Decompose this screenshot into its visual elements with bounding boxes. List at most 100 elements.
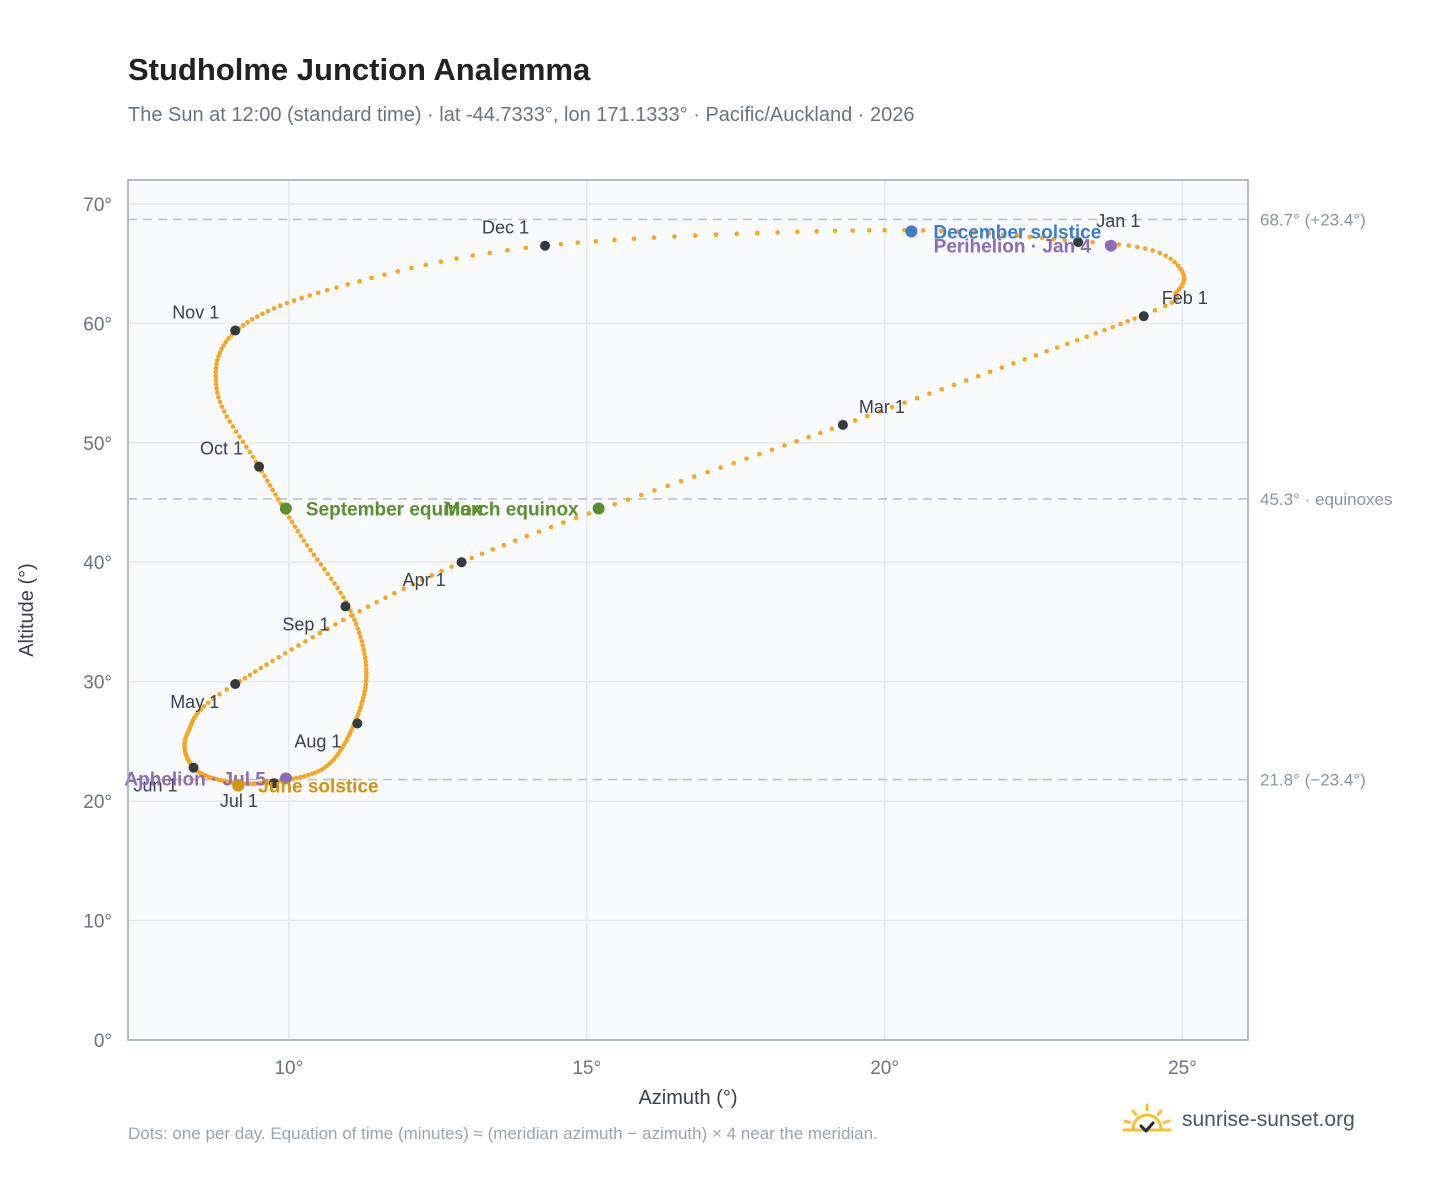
- daily-dot: [350, 612, 355, 618]
- event-label: March equinox: [445, 499, 580, 520]
- daily-dot: [265, 780, 270, 785]
- daily-dot: [638, 492, 644, 498]
- daily-dot: [304, 543, 310, 548]
- month-dot: [254, 461, 265, 472]
- y-axis-label: Altitude (°): [16, 563, 38, 657]
- daily-dot: [369, 275, 375, 281]
- daily-dot: [215, 357, 220, 363]
- x-tick-label: 15°: [572, 1058, 601, 1079]
- daily-dot: [454, 256, 459, 261]
- daily-dot: [419, 577, 425, 583]
- month-label: Apr 1: [403, 570, 446, 590]
- event-label: December solstice: [933, 222, 1101, 243]
- daily-dot: [233, 429, 239, 434]
- daily-dot: [245, 320, 250, 325]
- daily-dot: [249, 317, 255, 322]
- month-dot: [268, 778, 279, 789]
- event-dot: [232, 779, 245, 792]
- daily-dot: [335, 585, 340, 591]
- daily-dot: [782, 443, 787, 448]
- daily-dot: [1084, 334, 1089, 340]
- event-label: June solstice: [258, 777, 378, 798]
- daily-dot: [242, 675, 248, 681]
- daily-dot: [814, 229, 819, 234]
- daily-dot: [1126, 243, 1132, 248]
- daily-dot: [305, 772, 311, 778]
- daily-dot: [273, 492, 278, 497]
- daily-dot: [224, 687, 230, 692]
- daily-dot: [1074, 337, 1080, 343]
- daily-dot: [744, 456, 749, 461]
- daily-dot: [392, 590, 397, 596]
- daily-dot: [361, 647, 366, 652]
- daily-dot: [247, 672, 253, 678]
- daily-dot: [219, 404, 225, 409]
- daily-dot: [237, 434, 242, 440]
- daily-dot: [586, 511, 592, 516]
- daily-dot: [277, 303, 283, 309]
- daily-dot: [298, 774, 303, 780]
- daily-dot: [501, 542, 507, 548]
- daily-dot: [328, 576, 334, 581]
- daily-dot: [215, 390, 220, 395]
- daily-dot: [1039, 235, 1045, 241]
- daily-dot: [358, 634, 363, 640]
- reference-line-label: 21.8° (−23.4°): [1260, 771, 1366, 790]
- daily-dot: [920, 228, 926, 233]
- daily-dot: [718, 465, 723, 470]
- brand[interactable]: sunrise-sunset.org: [1120, 1102, 1355, 1138]
- daily-dot: [1011, 361, 1016, 366]
- daily-dot: [1065, 341, 1070, 347]
- daily-dot: [987, 369, 993, 375]
- daily-dot: [363, 685, 368, 690]
- month-dot: [230, 325, 241, 336]
- daily-dot: [938, 228, 944, 234]
- daily-dot: [479, 551, 485, 557]
- y-tick-label: 0°: [94, 1031, 112, 1052]
- daily-dot: [271, 306, 277, 311]
- event-dot: [279, 772, 292, 785]
- y-tick-label: 10°: [83, 912, 112, 933]
- month-label: Nov 1: [172, 303, 219, 323]
- daily-dot: [955, 229, 961, 234]
- daily-dot: [317, 630, 323, 636]
- sun-check-icon: [1122, 1103, 1172, 1133]
- daily-dot: [362, 651, 367, 657]
- daily-dot: [352, 617, 357, 622]
- daily-dot: [298, 533, 304, 539]
- daily-dot: [206, 700, 211, 706]
- daily-dot: [299, 295, 304, 301]
- daily-dot: [1135, 244, 1140, 250]
- daily-dot: [818, 430, 823, 436]
- daily-dot: [213, 365, 219, 371]
- daily-dot: [270, 487, 276, 493]
- daily-dot: [250, 454, 256, 460]
- daily-dot: [363, 663, 369, 669]
- daily-dot: [296, 643, 301, 648]
- daily-dot: [382, 272, 387, 277]
- daily-dot: [333, 622, 338, 627]
- event-dot: [279, 502, 292, 515]
- daily-dot: [254, 314, 260, 319]
- daily-dot: [1090, 239, 1095, 245]
- daily-dot: [217, 399, 223, 405]
- daily-dot: [877, 409, 883, 414]
- daily-dot: [829, 426, 835, 432]
- daily-dot: [265, 478, 270, 484]
- event-dot: [1104, 239, 1117, 252]
- y-tick-label: 70°: [83, 195, 112, 216]
- daily-dot: [1001, 232, 1006, 237]
- daily-dot: [438, 259, 444, 264]
- daily-dot: [356, 630, 362, 636]
- daily-dot: [850, 228, 855, 233]
- daily-dot: [469, 555, 474, 561]
- daily-dot: [1118, 321, 1123, 327]
- daily-dot: [409, 265, 414, 271]
- daily-dot: [309, 771, 314, 777]
- daily-dot: [383, 595, 388, 601]
- daily-dot: [775, 230, 780, 235]
- daily-dot: [1157, 250, 1163, 256]
- daily-dot: [558, 241, 564, 247]
- month-label: Mar 1: [859, 397, 905, 417]
- daily-dot: [360, 643, 366, 648]
